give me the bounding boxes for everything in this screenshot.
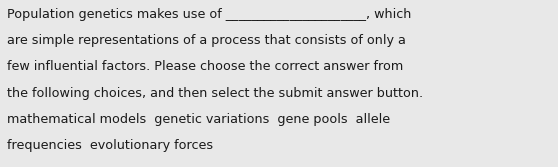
Text: Population genetics makes use of ______________________, which: Population genetics makes use of _______…	[7, 8, 412, 21]
Text: mathematical models  genetic variations  gene pools  allele: mathematical models genetic variations g…	[7, 113, 391, 126]
Text: few influential factors. Please choose the correct answer from: few influential factors. Please choose t…	[7, 60, 403, 73]
Text: the following choices, and then select the submit answer button.: the following choices, and then select t…	[7, 87, 424, 100]
Text: are simple representations of a process that consists of only a: are simple representations of a process …	[7, 34, 406, 47]
Text: frequencies  evolutionary forces: frequencies evolutionary forces	[7, 139, 213, 152]
